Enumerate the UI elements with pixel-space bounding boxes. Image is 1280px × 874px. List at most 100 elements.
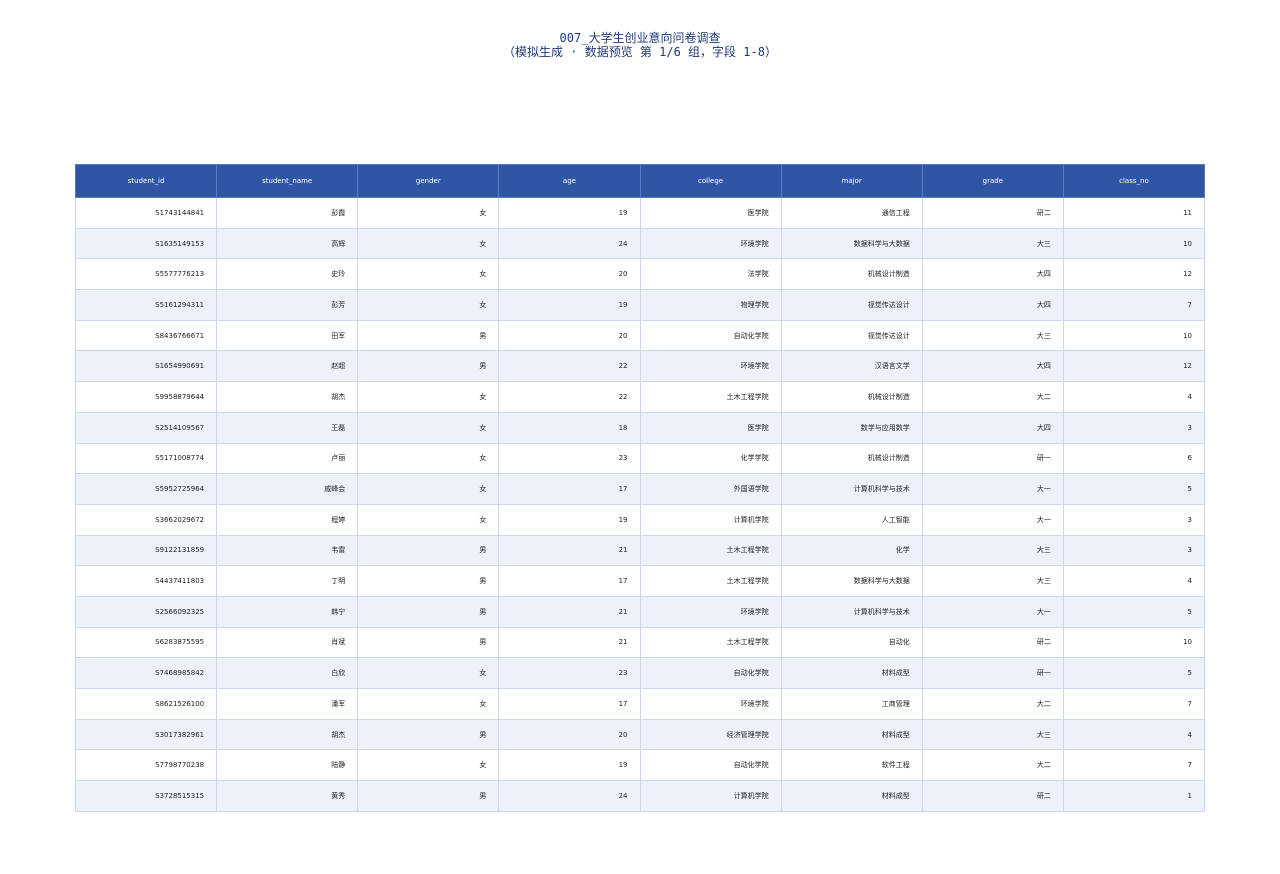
table-cell: S7468985842	[74, 657, 218, 689]
table-cell: 研一	[921, 442, 1064, 475]
table-cell: 王磊	[216, 411, 359, 444]
table-cell: 女	[357, 258, 500, 291]
table-cell: S1654990691	[74, 350, 218, 383]
table-cell: 大四	[921, 258, 1064, 291]
table-cell: 24	[498, 780, 641, 812]
table-cell: 女	[357, 473, 500, 505]
table-row: S1654990691 赵超男 22 环境学院 汉语言文学 大四 12	[74, 350, 1206, 383]
table-cell: 23	[498, 657, 641, 689]
table-cell: 女	[357, 227, 500, 260]
table-cell: 彭霞	[216, 197, 359, 229]
table-cell: 20	[498, 258, 641, 291]
table-row: S4437411803 丁明男 17 土木工程学院 数据科学与大数据 大三 4	[74, 565, 1206, 597]
table-cell: 大二	[921, 749, 1064, 782]
table-cell: 19	[498, 749, 641, 782]
table-cell: 高辉	[216, 227, 359, 260]
table-cell: S5171008774	[74, 442, 218, 475]
table-cell: 女	[357, 503, 500, 536]
table-cell: 计算机学院	[639, 503, 782, 536]
table-cell: 3	[1062, 503, 1206, 536]
table-row: S5171008774 卢丽女 23 化学学院 机械设计制造 研一 6	[74, 442, 1206, 475]
subtitle: （模拟生成 · 数据预览 第 1/6 组，字段 1-8）	[503, 45, 777, 59]
table-cell: 男	[357, 534, 500, 567]
table-cell: 女	[357, 688, 500, 720]
table-row: S3662029672 程婷女 19 计算机学院 人工智能 大一 3	[74, 503, 1206, 536]
table-cell: 研一	[921, 657, 1064, 689]
table-cell: 白欣	[216, 657, 359, 689]
table-cell: 大一	[921, 473, 1064, 505]
table-cell: 4	[1062, 565, 1206, 597]
table-cell: 化学	[780, 534, 923, 567]
column-header: student_id	[74, 164, 218, 198]
table-cell: 男	[357, 595, 500, 628]
table-cell: 17	[498, 473, 641, 505]
table-cell: 大三	[921, 565, 1064, 597]
table-cell: 18	[498, 411, 641, 444]
table-cell: 女	[357, 197, 500, 229]
table-cell: 视觉传达设计	[780, 289, 923, 321]
table-cell: 胡杰	[216, 381, 359, 413]
table-cell: 20	[498, 319, 641, 352]
table-row: S8436766671 田军男 20 自动化学院 视觉传达设计 大三 10	[74, 319, 1206, 352]
table-cell: 彭芳	[216, 289, 359, 321]
table-cell: 胡杰	[216, 718, 359, 751]
table-cell: S1635149153	[74, 227, 218, 260]
column-header: class_no	[1062, 164, 1206, 198]
table-cell: 24	[498, 227, 641, 260]
table-row: S5577776213 史玲女 20 法学院 机械设计制造 大四 12	[74, 258, 1206, 291]
table-cell: 土木工程学院	[639, 565, 782, 597]
table-cell: 材料成型	[780, 657, 923, 689]
column-header: college	[639, 164, 782, 198]
table-cell: S2514109567	[74, 411, 218, 444]
table-cell: 4	[1062, 381, 1206, 413]
table-cell: S1743144841	[74, 197, 218, 229]
table-cell: 大四	[921, 411, 1064, 444]
table-cell: 女	[357, 381, 500, 413]
table-cell: 自动化学院	[639, 657, 782, 689]
table-cell: 19	[498, 289, 641, 321]
table-cell: 19	[498, 197, 641, 229]
table-cell: 12	[1062, 350, 1206, 383]
table-cell: 化学学院	[639, 442, 782, 475]
table-cell: 10	[1062, 227, 1206, 260]
column-header: grade	[921, 164, 1064, 198]
table-cell: 男	[357, 350, 500, 383]
table-cell: 男	[357, 319, 500, 352]
table-cell: 1	[1062, 780, 1206, 812]
table-cell: S4437411803	[74, 565, 218, 597]
table-cell: 工商管理	[780, 688, 923, 720]
table-cell: 机械设计制造	[780, 442, 923, 475]
table-cell: 男	[357, 780, 500, 812]
table-cell: 男	[357, 718, 500, 751]
table-cell: 女	[357, 657, 500, 689]
table-cell: 17	[498, 688, 641, 720]
column-header: age	[498, 164, 641, 198]
table-cell: S8436766671	[74, 319, 218, 352]
table-cell: 自动化学院	[639, 749, 782, 782]
table-cell: 计算机学院	[639, 780, 782, 812]
table-cell: S3728515315	[74, 780, 218, 812]
table-cell: 19	[498, 503, 641, 536]
table-cell: 5	[1062, 595, 1206, 628]
table-cell: 6	[1062, 442, 1206, 475]
table-cell: 潘军	[216, 688, 359, 720]
table-body: S1743144841 彭霞女 19 医学院 通信工程 研二 11 S1635149153 高辉…	[74, 197, 1206, 812]
table-cell: 材料成型	[780, 780, 923, 812]
table-cell: 物理学院	[639, 289, 782, 321]
table-cell: 机械设计制造	[780, 258, 923, 291]
table-cell: 女	[357, 411, 500, 444]
column-header: student_name	[216, 164, 359, 198]
table-row: S9122131859 韦雷男 21 土木工程学院 化学 大三 3	[74, 534, 1206, 567]
table-cell: 女	[357, 749, 500, 782]
table-cell: 3	[1062, 534, 1206, 567]
table-cell: 法学院	[639, 258, 782, 291]
table-cell: 自动化	[780, 626, 923, 659]
table-cell: 计算机科学与技术	[780, 595, 923, 628]
table-row: S3728515315 黄秀男 24 计算机学院 材料成型 研二 1	[74, 780, 1206, 812]
table-cell: 经济管理学院	[639, 718, 782, 751]
table-row: S7468985842 白欣女 23 自动化学院 材料成型 研一 5	[74, 657, 1206, 689]
table-cell: 大三	[921, 718, 1064, 751]
table-cell: 黄秀	[216, 780, 359, 812]
table-cell: 女	[357, 442, 500, 475]
table-row: S5952725964 戚峰会女 17 外国语学院 计算机科学与技术 大一 5	[74, 473, 1206, 505]
